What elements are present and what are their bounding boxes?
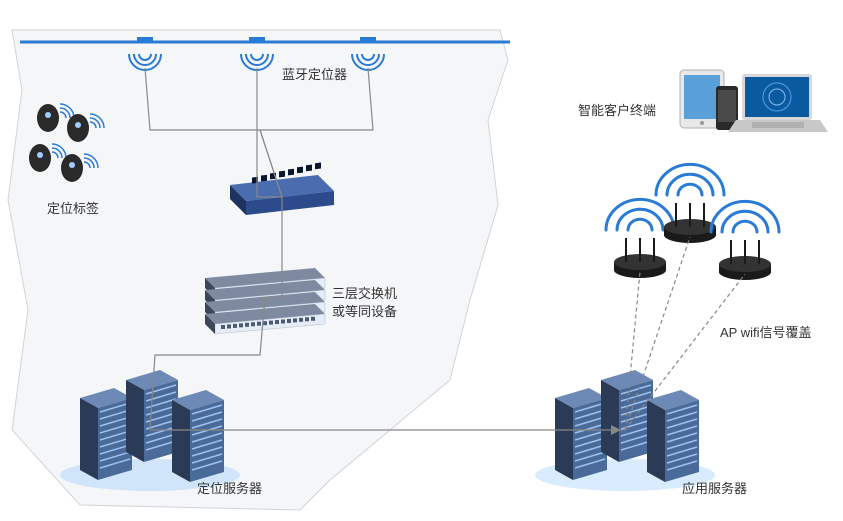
label-ap-wifi: AP wifi信号覆盖 — [720, 322, 812, 341]
edge — [150, 298, 265, 430]
beacon-wave-icon — [134, 54, 156, 65]
beacon-wave-icon — [362, 54, 374, 60]
smart-client-devices-icon — [680, 70, 828, 132]
label-bluetooth-locator: 蓝牙定位器 — [282, 64, 347, 83]
edge — [145, 68, 282, 197]
beacon-mount-0 — [137, 37, 153, 42]
beacon-wave-icon — [129, 54, 161, 70]
wifi-arc-icon — [628, 219, 652, 230]
label-positioning-tag: 定位标签 — [47, 198, 99, 217]
left-region — [8, 30, 508, 510]
label-positioning-server: 定位服务器 — [197, 478, 262, 497]
positioning-server-icon — [60, 370, 240, 491]
beacon-wave-icon — [241, 54, 273, 70]
beacon-wave-icon — [139, 54, 151, 60]
beacon-wave-icon — [357, 54, 379, 65]
beacon-wave-icon — [251, 54, 263, 60]
wifi-arc-icon — [667, 174, 713, 195]
edge — [265, 197, 282, 298]
wifi-ap-3-icon — [711, 201, 779, 280]
small-switch-icon — [230, 163, 334, 215]
label-l3-switch: 三层交换机 或等同设备 — [332, 285, 397, 320]
edge — [625, 237, 690, 430]
diagram-canvas — [0, 0, 843, 521]
wifi-ap-1-icon — [606, 199, 674, 278]
application-server-icon — [535, 370, 715, 491]
positioning-tags-icon — [29, 104, 104, 182]
beacon-wave-icon — [352, 54, 384, 70]
label-smart-client: 智能客户终端 — [578, 100, 656, 119]
edge — [625, 272, 640, 430]
l3-switch-icon — [205, 268, 325, 334]
wifi-arc-icon — [733, 221, 757, 232]
wifi-arc-icon — [722, 211, 768, 232]
edge — [260, 68, 373, 197]
wifi-ap-2-icon — [656, 164, 724, 243]
arrowhead-icon — [611, 425, 621, 435]
beacon-mount-2 — [360, 37, 376, 42]
edge — [257, 68, 282, 197]
wifi-arc-icon — [606, 199, 674, 230]
label-app-server: 应用服务器 — [682, 478, 747, 497]
wifi-arc-icon — [617, 209, 663, 230]
beacon-wave-icon — [246, 54, 268, 65]
beacon-mount-1 — [249, 37, 265, 42]
wifi-arc-icon — [711, 201, 779, 232]
wifi-arc-icon — [678, 184, 702, 195]
wifi-arc-icon — [656, 164, 724, 195]
edge — [625, 274, 745, 430]
